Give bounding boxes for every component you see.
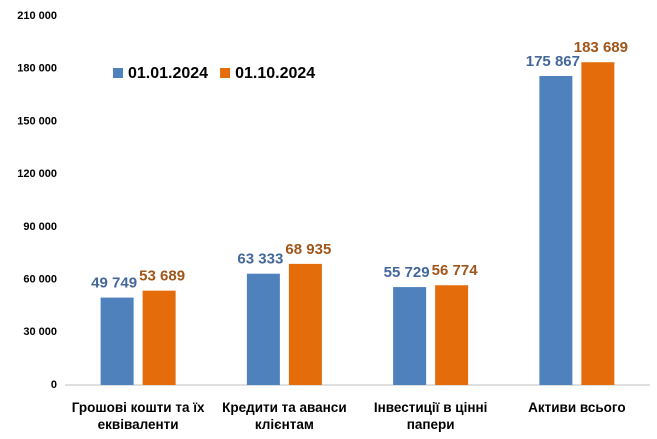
value-label: 56 774	[432, 262, 479, 279]
value-label: 53 689	[139, 268, 185, 285]
y-tick-label: 150 000	[17, 115, 57, 127]
x-tick-label: Кредити та аванси клієнтам	[222, 400, 347, 432]
value-label: 63 333	[237, 251, 283, 268]
y-tick-label: 30 000	[23, 326, 57, 338]
legend-swatch	[220, 68, 231, 78]
bar	[288, 263, 322, 385]
value-label: 55 729	[384, 264, 430, 281]
x-tick-label: Грошові кошти та їх еквіваленти	[71, 400, 205, 432]
value-label: 49 749	[91, 275, 137, 292]
x-tick-label: Інвестиції в цінні папери	[373, 400, 488, 432]
bar	[142, 290, 176, 385]
y-tick-label: 210 000	[17, 10, 57, 22]
bar	[539, 75, 573, 385]
legend-label: 01.10.2024	[235, 65, 315, 82]
y-tick-label: 90 000	[23, 221, 57, 233]
legend-label: 01.01.2024	[128, 65, 208, 82]
value-label: 183 689	[574, 39, 628, 56]
bar	[246, 273, 280, 385]
legend-swatch	[113, 68, 123, 78]
y-tick-label: 120 000	[17, 168, 57, 180]
y-tick-label: 60 000	[23, 273, 57, 285]
x-tick-label: Активи всього	[528, 400, 626, 415]
value-label: 175 867	[526, 53, 580, 70]
bar	[581, 62, 615, 386]
value-label: 68 935	[285, 241, 331, 258]
y-tick-label: 0	[51, 379, 57, 391]
bar	[435, 285, 469, 385]
bar	[100, 297, 134, 385]
y-tick-label: 180 000	[17, 63, 57, 75]
bar	[393, 287, 427, 385]
